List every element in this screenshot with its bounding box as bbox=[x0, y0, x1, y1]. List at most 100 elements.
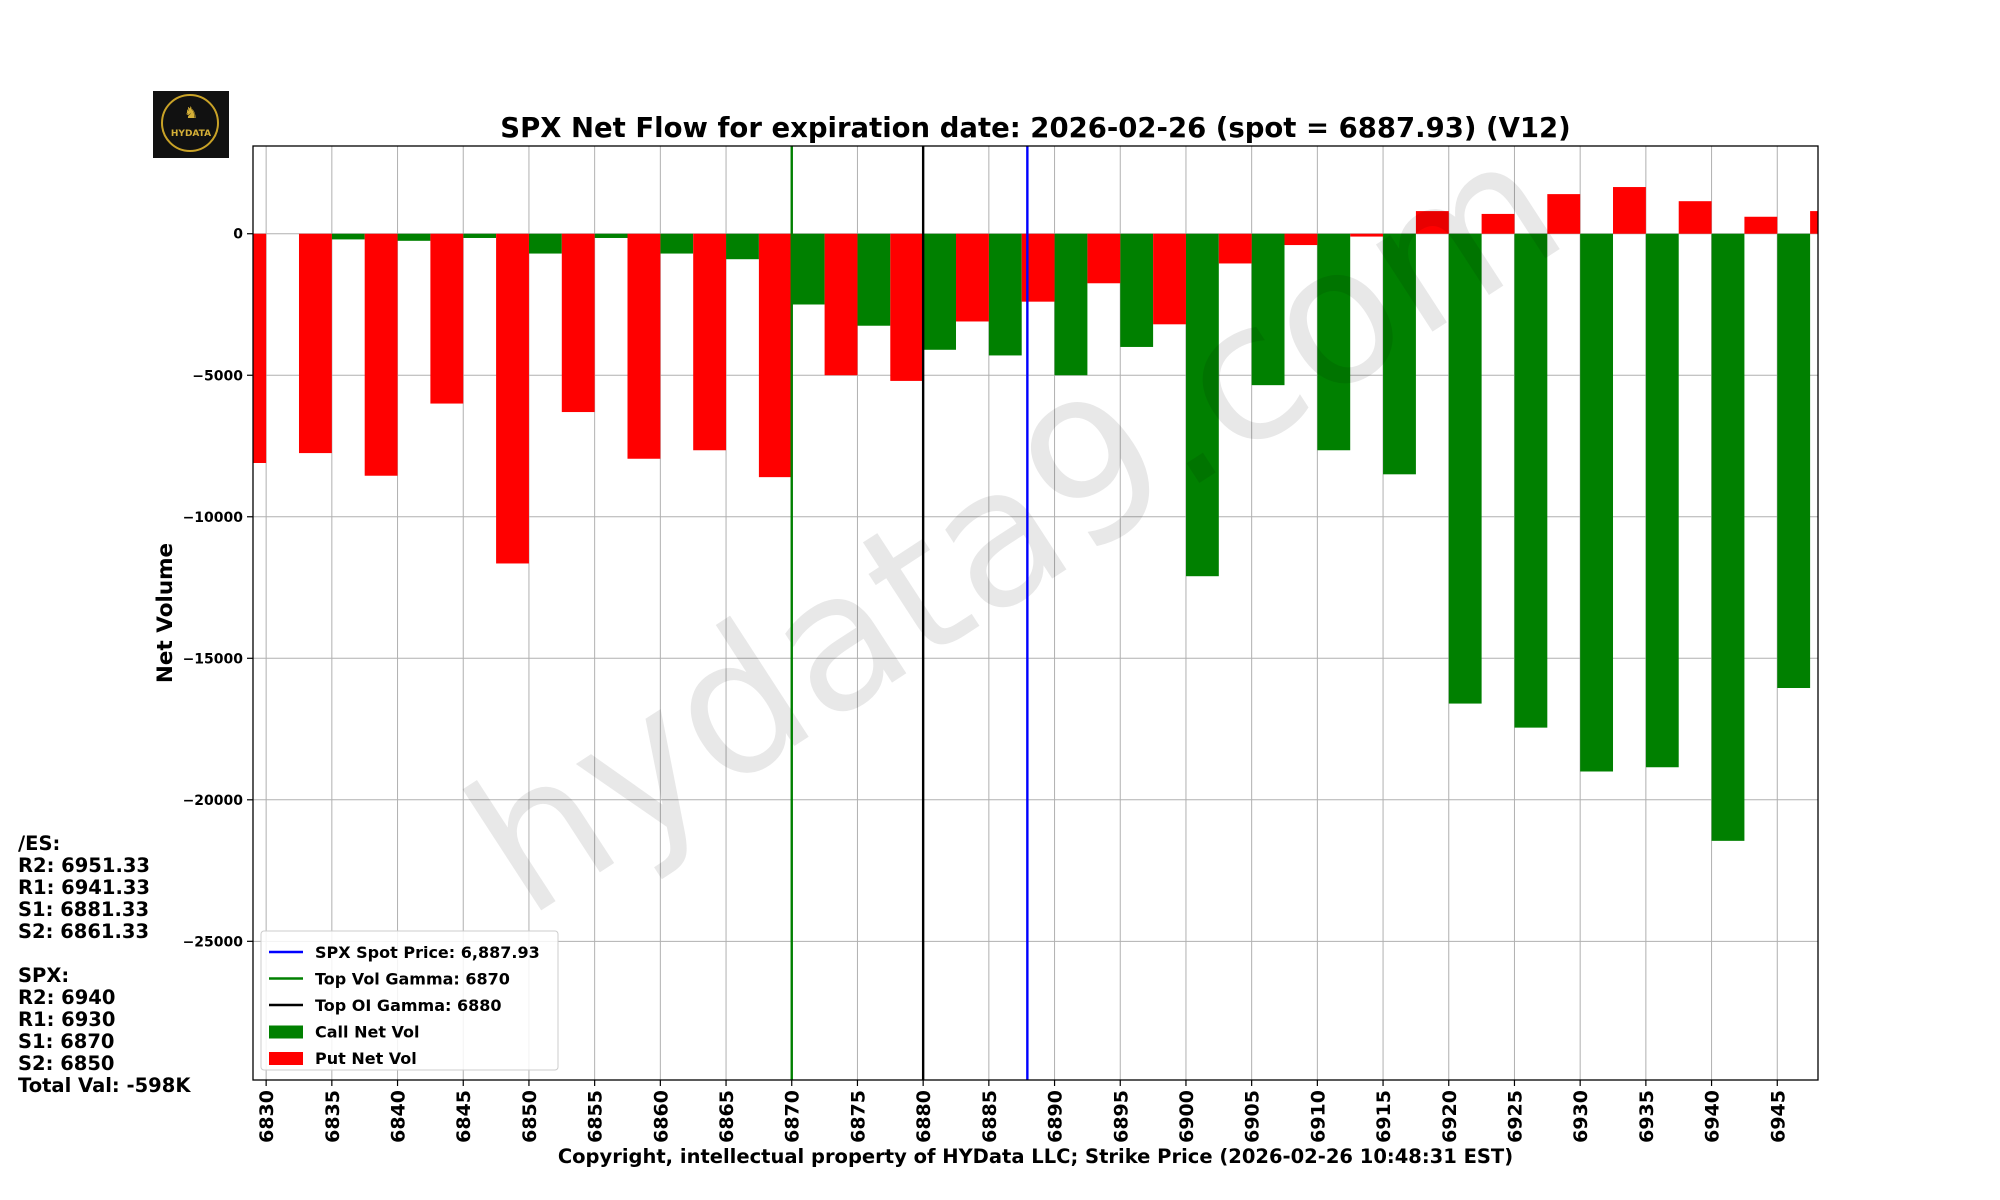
y-tick-label: −20000 bbox=[183, 793, 244, 809]
put-bar bbox=[1678, 201, 1712, 234]
put-bar bbox=[1218, 233, 1252, 264]
call-bar bbox=[528, 233, 562, 254]
call-bar bbox=[594, 233, 628, 238]
call-bar bbox=[397, 233, 431, 241]
put-bar bbox=[956, 233, 989, 322]
es-header: /ES: bbox=[18, 832, 61, 855]
put-bar bbox=[758, 233, 792, 478]
call-bar bbox=[726, 233, 759, 260]
bars-group bbox=[253, 187, 1818, 841]
call-bar bbox=[857, 233, 891, 326]
legend-label: Top OI Gamma: 6880 bbox=[315, 996, 502, 1015]
y-axis-label: Net Volume bbox=[153, 543, 178, 683]
call-bar bbox=[1383, 233, 1416, 475]
x-tick-label: 6925 bbox=[1504, 1090, 1526, 1143]
x-tick-label: 6920 bbox=[1439, 1090, 1461, 1143]
legend-box bbox=[260, 930, 559, 1071]
legend-label: Put Net Vol bbox=[315, 1049, 417, 1068]
put-bar bbox=[1547, 194, 1581, 234]
x-tick-label: 6875 bbox=[847, 1090, 869, 1143]
legend-swatch-patch bbox=[269, 1025, 303, 1039]
call-bar bbox=[463, 233, 497, 238]
x-tick-label: 6940 bbox=[1702, 1090, 1724, 1143]
put-bar bbox=[1350, 233, 1384, 237]
total-value: Total Val: -598K bbox=[18, 1074, 191, 1097]
call-bar bbox=[331, 233, 365, 240]
x-tick-label: 6835 bbox=[322, 1090, 344, 1143]
y-tick-label: −15000 bbox=[183, 651, 244, 667]
x-tick-label: 6890 bbox=[1045, 1090, 1067, 1143]
put-bar bbox=[253, 233, 267, 463]
call-bar bbox=[1777, 233, 1811, 689]
legend-label: Top Vol Gamma: 6870 bbox=[315, 970, 510, 989]
spx-level-s2: S2: 6850 bbox=[18, 1052, 115, 1075]
spx-level-r2: R2: 6940 bbox=[18, 986, 116, 1009]
logo-text: HYDATA bbox=[170, 129, 212, 139]
y-tick-label: −10000 bbox=[183, 510, 244, 526]
call-bar bbox=[1054, 233, 1088, 376]
spx-level-r1: R1: 6930 bbox=[18, 1008, 116, 1031]
es-level-s2: S2: 6861.33 bbox=[18, 920, 150, 943]
put-bar bbox=[1153, 233, 1186, 325]
put-bar bbox=[693, 233, 727, 451]
legend-label: Call Net Vol bbox=[315, 1023, 420, 1042]
call-bar bbox=[988, 233, 1022, 356]
y-tick-label: −5000 bbox=[192, 368, 243, 384]
x-tick-label: 6895 bbox=[1110, 1090, 1132, 1143]
put-bar bbox=[1284, 233, 1318, 246]
es-level-r2: R2: 6951.33 bbox=[18, 854, 150, 877]
x-tick-label: 6900 bbox=[1176, 1090, 1198, 1143]
x-tick-label: 6845 bbox=[453, 1090, 475, 1143]
x-tick-label: 6855 bbox=[585, 1090, 607, 1143]
call-bar bbox=[660, 233, 694, 254]
put-bar bbox=[1087, 233, 1121, 284]
call-bar bbox=[1711, 233, 1745, 841]
x-tick-label: 6945 bbox=[1767, 1090, 1789, 1143]
put-bar bbox=[496, 233, 529, 564]
call-bar bbox=[923, 233, 957, 350]
spx-level-s1: S1: 6870 bbox=[18, 1030, 115, 1053]
x-tick-label: 6870 bbox=[782, 1090, 804, 1143]
chart-title: SPX Net Flow for expiration date: 2026-0… bbox=[500, 112, 1570, 144]
es-level-r1: R1: 6941.33 bbox=[18, 876, 150, 899]
x-tick-label: 6840 bbox=[388, 1090, 410, 1143]
put-bar bbox=[824, 233, 858, 376]
bull-icon: ♞ bbox=[183, 103, 199, 122]
x-tick-label: 6830 bbox=[256, 1090, 278, 1143]
put-bar bbox=[364, 233, 398, 476]
legend-label: SPX Spot Price: 6,887.93 bbox=[315, 943, 540, 962]
x-tick-label: 6930 bbox=[1570, 1090, 1592, 1143]
put-bar bbox=[1415, 211, 1449, 234]
y-tick-label: −25000 bbox=[183, 934, 244, 950]
put-bar bbox=[1744, 216, 1778, 234]
put-bar bbox=[627, 233, 661, 459]
hydata-logo: ♞ HYDATA bbox=[153, 91, 229, 158]
put-bar bbox=[561, 233, 595, 413]
x-tick-label: 6865 bbox=[716, 1090, 738, 1143]
levels-panel: /ES: R2: 6951.33 R1: 6941.33 S1: 6881.33… bbox=[18, 833, 258, 1097]
call-bar bbox=[1580, 233, 1614, 772]
put-bar bbox=[1613, 187, 1646, 234]
call-bar bbox=[1645, 233, 1679, 768]
plot-frame bbox=[252, 145, 1819, 1081]
put-bar bbox=[430, 233, 464, 404]
x-tick-label: 6915 bbox=[1373, 1090, 1395, 1143]
call-bar bbox=[1251, 233, 1285, 386]
put-bar bbox=[298, 233, 332, 454]
call-bar bbox=[1317, 233, 1351, 451]
x-tick-label: 6880 bbox=[913, 1090, 935, 1143]
call-bar bbox=[1185, 233, 1219, 577]
spx-header: SPX: bbox=[18, 964, 70, 987]
call-bar bbox=[1448, 233, 1482, 704]
put-bar bbox=[1481, 213, 1515, 234]
call-bar bbox=[1120, 233, 1154, 347]
x-tick-label: 6910 bbox=[1307, 1090, 1329, 1143]
watermark-text: hydata9.com bbox=[431, 93, 1598, 958]
put-bar bbox=[1810, 211, 1818, 234]
x-tick-label: 6860 bbox=[650, 1090, 672, 1143]
x-axis-label: Copyright, intellectual property of HYDa… bbox=[558, 1145, 1513, 1168]
x-tick-label: 6905 bbox=[1242, 1090, 1264, 1143]
call-bar bbox=[791, 233, 825, 305]
x-tick-label: 6850 bbox=[519, 1090, 541, 1143]
x-tick-label: 6885 bbox=[979, 1090, 1001, 1143]
